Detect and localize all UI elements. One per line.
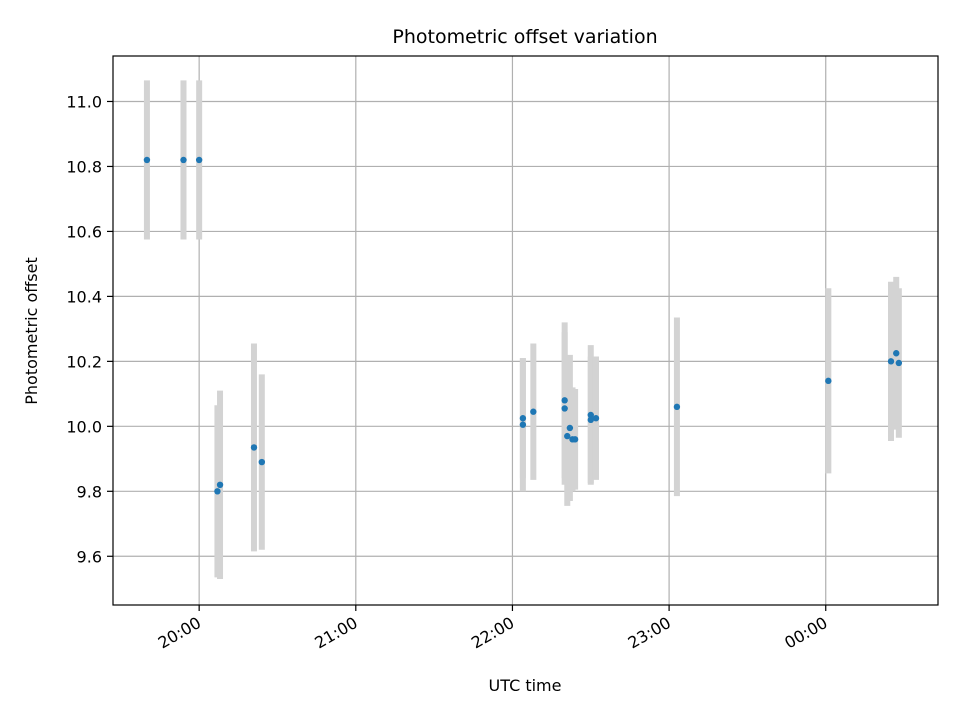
plot-frame <box>112 55 939 606</box>
data-point <box>180 156 187 164</box>
data-point <box>143 156 151 164</box>
data-point <box>195 156 203 164</box>
y-axis: 9.6 9.8 10.0 10.2 10.4 10.6 10.8 11.0 <box>66 92 113 566</box>
y-tick-label: 10.2 <box>66 352 102 371</box>
data-point <box>564 432 571 440</box>
data-point <box>258 458 266 466</box>
x-axis-title: UTC time <box>489 676 562 695</box>
data-point <box>673 403 681 411</box>
data-point <box>571 436 579 443</box>
y-tick-label: 10.8 <box>66 157 102 176</box>
y-tick-label: 9.8 <box>77 482 102 501</box>
data-point <box>587 416 594 424</box>
plot-area <box>113 56 938 605</box>
y-tick-label: 9.6 <box>77 547 102 566</box>
chart-title: Photometric offset variation <box>392 26 657 48</box>
data-point <box>250 444 258 451</box>
data-point <box>893 350 900 357</box>
data-point <box>519 415 527 422</box>
data-point <box>587 411 594 419</box>
grid <box>113 56 938 605</box>
data-point <box>592 415 600 422</box>
data-point <box>561 397 568 404</box>
y-tick-label: 10.4 <box>66 287 102 306</box>
y-tick-label: 10.0 <box>66 417 102 436</box>
data-point <box>561 405 568 412</box>
data-points <box>143 156 903 495</box>
data-point <box>530 408 537 415</box>
data-point <box>216 481 224 489</box>
data-point <box>566 424 574 432</box>
data-point <box>887 358 895 365</box>
y-axis-title: Photometric offset <box>22 257 41 405</box>
data-point <box>214 488 221 495</box>
data-point <box>519 421 527 428</box>
y-tick-label: 11.0 <box>66 92 102 111</box>
data-point <box>895 359 903 367</box>
data-point <box>825 377 832 385</box>
y-tick-label: 10.6 <box>66 222 102 241</box>
